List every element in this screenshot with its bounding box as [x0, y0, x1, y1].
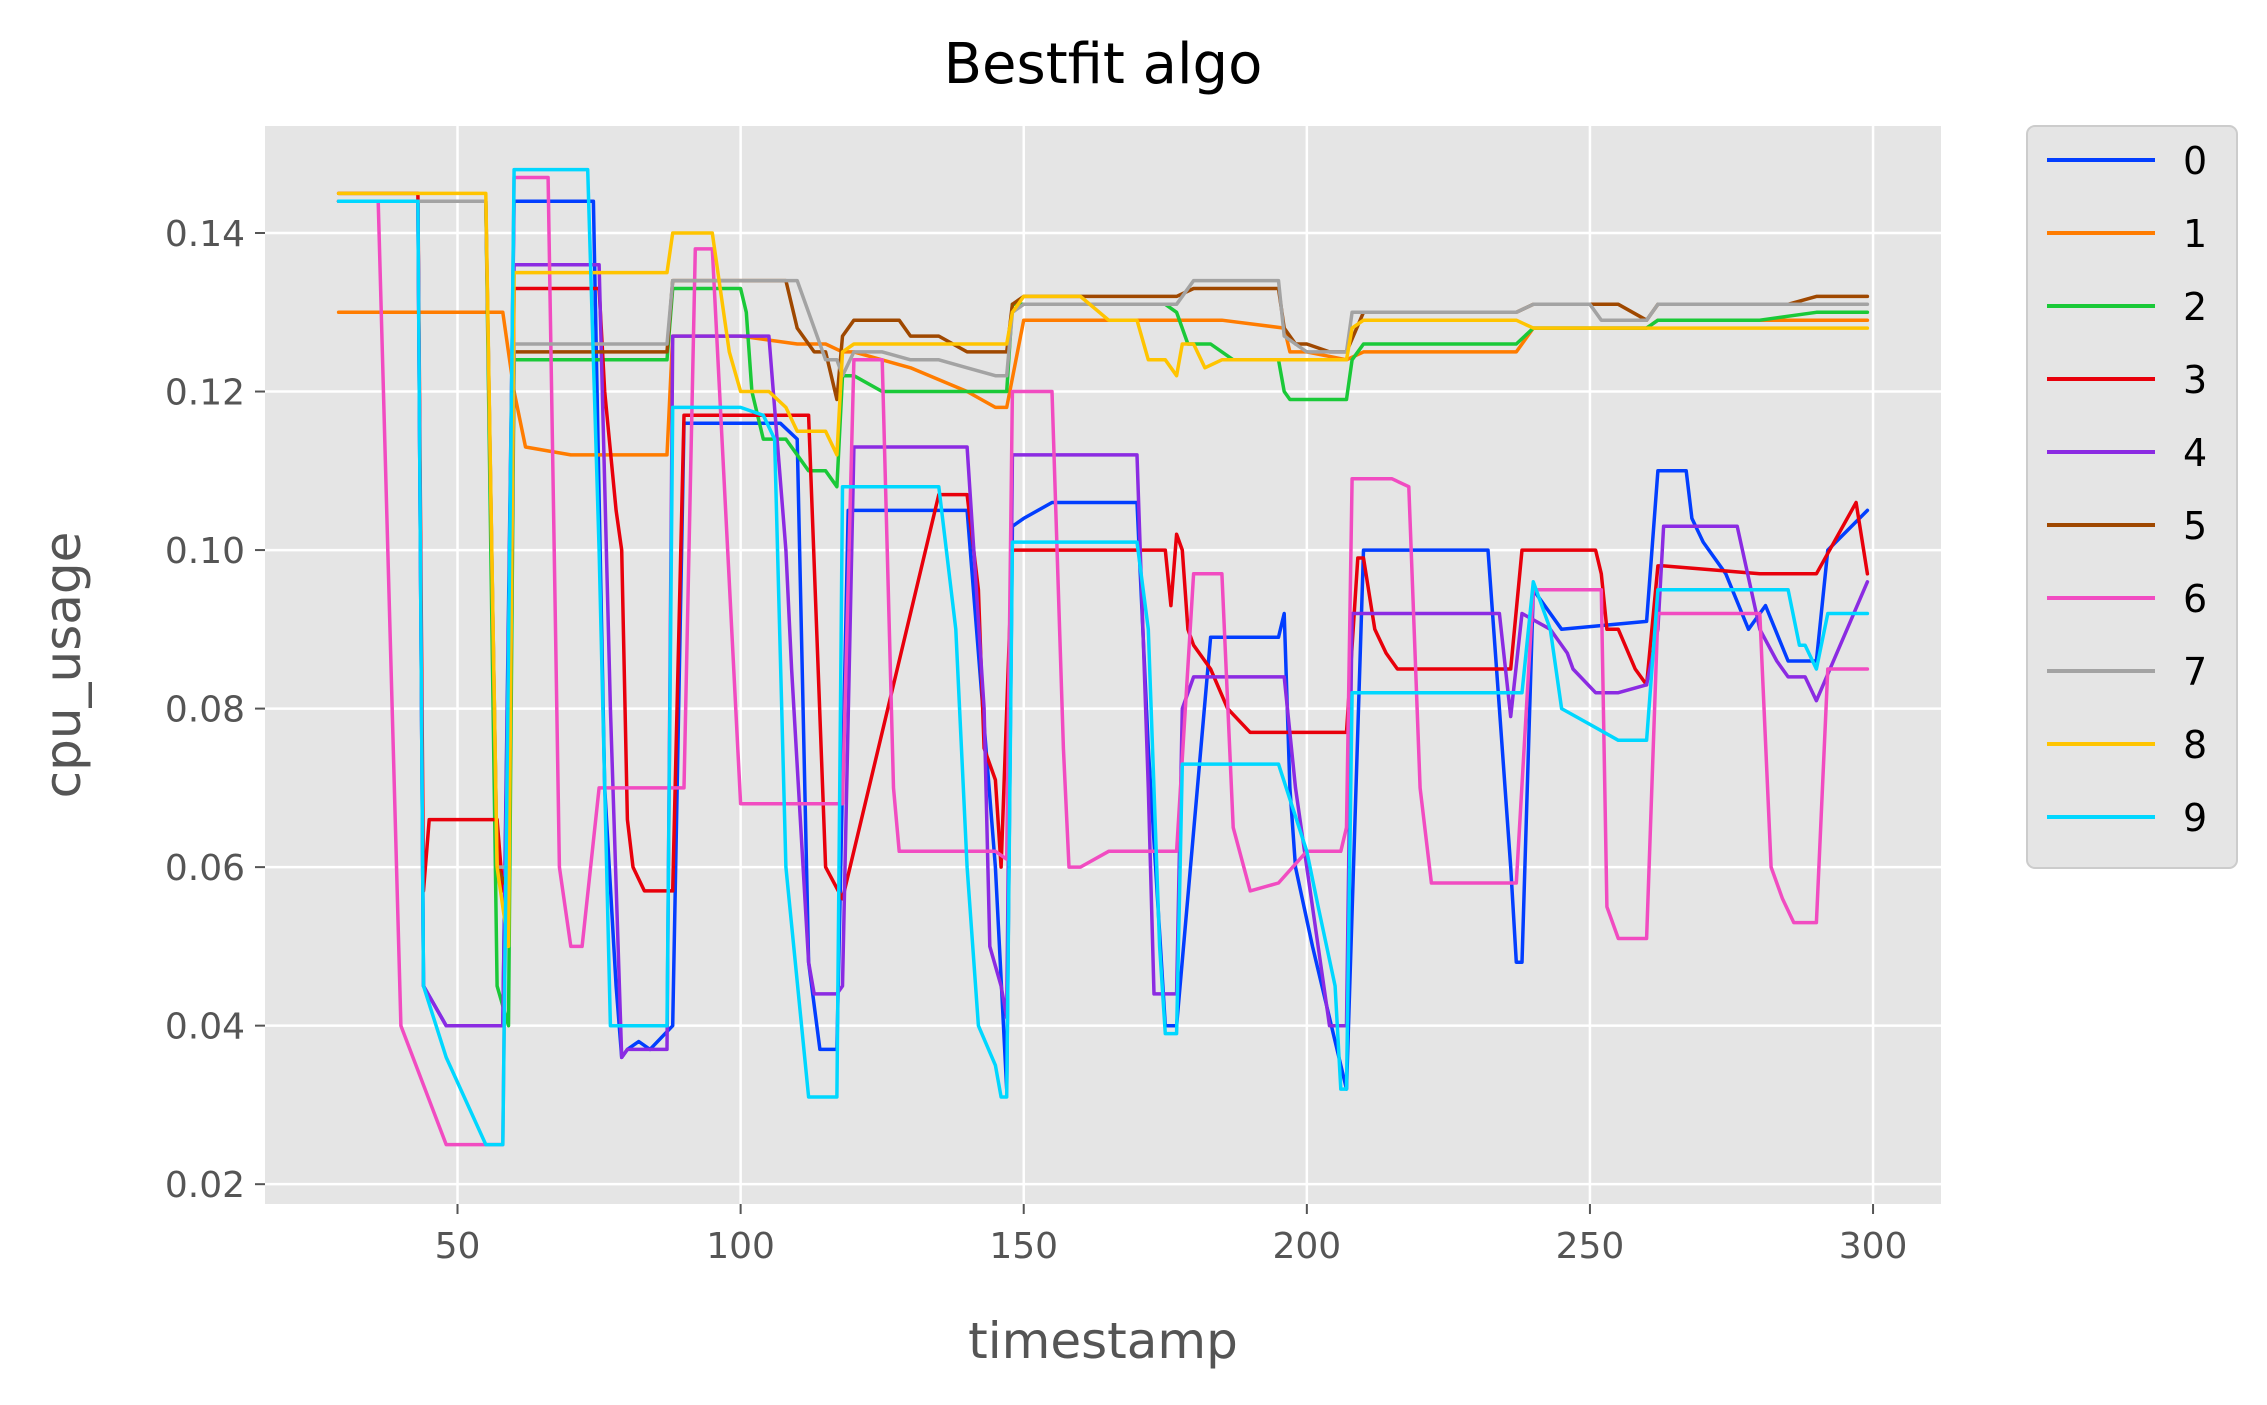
- legend-label: 1: [2183, 212, 2207, 256]
- y-tick-label: 0.12: [165, 373, 245, 414]
- legend-label: 2: [2183, 285, 2207, 329]
- x-tick-label: 50: [435, 1226, 481, 1267]
- series-line-3: [336, 191, 1870, 901]
- x-tick-label: 100: [706, 1226, 775, 1267]
- series-lines: [336, 167, 1870, 1147]
- legend-label: 6: [2183, 577, 2207, 621]
- series-line-4: [336, 199, 1870, 1060]
- y-tick-label: 0.10: [165, 531, 245, 572]
- y-tick-label: 0.14: [165, 214, 245, 255]
- legend-label: 5: [2183, 504, 2207, 548]
- legend-label: 3: [2183, 358, 2207, 402]
- legend-label: 4: [2183, 431, 2207, 475]
- chart-title: Bestfit algo: [944, 32, 1263, 97]
- legend-label: 9: [2183, 796, 2207, 840]
- x-tick-label: 300: [1839, 1226, 1908, 1267]
- x-tick-label: 200: [1272, 1226, 1341, 1267]
- legend-frame: [2026, 125, 2238, 869]
- y-tick-label: 0.02: [165, 1165, 245, 1206]
- y-axis-label: cpu_usage: [34, 532, 92, 799]
- axes: 50 100 150 200 250 300 0.02 0.04 0.06 0.08 0.10 0.1…: [165, 214, 1908, 1267]
- y-tick-label: 0.04: [165, 1007, 245, 1048]
- y-tick-label: 0.08: [165, 690, 245, 731]
- series-line-6: [336, 175, 1870, 1147]
- y-tick-label: 0.06: [165, 848, 245, 889]
- x-axis-label: timestamp: [968, 1312, 1238, 1370]
- series-line-8: [336, 191, 1870, 949]
- legend: 0 1 2 3 4 5 6 7 8 9: [2026, 125, 2238, 869]
- series-line-7: [336, 199, 1870, 869]
- legend-label: 7: [2183, 650, 2207, 694]
- legend-label: 8: [2183, 723, 2207, 767]
- series-line-9: [336, 167, 1870, 1147]
- x-tick-label: 250: [1556, 1226, 1625, 1267]
- x-tick-label: 150: [989, 1226, 1058, 1267]
- legend-label: 0: [2183, 139, 2207, 183]
